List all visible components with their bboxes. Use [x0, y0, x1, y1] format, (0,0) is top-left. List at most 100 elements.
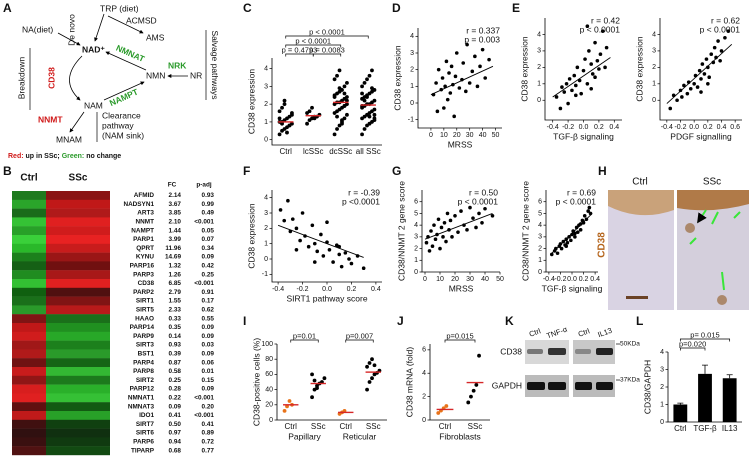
- heatmap-cell: [12, 437, 46, 447]
- point: [343, 251, 348, 255]
- enzyme: CD38: [46, 67, 56, 89]
- arrow: [94, 13, 105, 42]
- point: [306, 244, 311, 249]
- point: [560, 85, 564, 89]
- heatmap-cell: [46, 226, 110, 236]
- point: [579, 91, 583, 96]
- y-tick-label: 0: [652, 97, 656, 104]
- point: [712, 45, 717, 50]
- p-adj: 0.09: [202, 386, 215, 393]
- blot-panel: Ctrl TNF-α Ctrl IL13 CD38 GAPDH 50KDa 37…: [492, 324, 640, 397]
- stat-label: r = -0.39: [348, 187, 380, 197]
- point: [469, 394, 473, 399]
- x-tick-label: 0.4: [371, 286, 381, 293]
- heatmap-cell: [46, 261, 110, 271]
- p-adj: 0.03: [202, 342, 215, 349]
- y-tick-label: 60: [265, 371, 273, 378]
- point: [321, 254, 326, 258]
- point: [465, 228, 469, 232]
- pathway-label: Clearance: [102, 110, 141, 120]
- x-tick-label: -0.2: [674, 124, 686, 131]
- pathway-label: Breakdown: [16, 56, 26, 99]
- p-adj: 0.25: [202, 271, 215, 278]
- heatmap-cell: [46, 446, 110, 456]
- gene-name: PARP1: [133, 236, 154, 243]
- gene-name: BST1: [138, 350, 155, 357]
- point: [290, 111, 294, 115]
- epidermis: [608, 190, 674, 216]
- y-tick-label: 1: [264, 241, 268, 248]
- y-tick-label: 4: [414, 222, 418, 229]
- p-adj: <0.001: [194, 280, 214, 287]
- point: [464, 89, 468, 94]
- point: [339, 264, 344, 269]
- point: [589, 86, 593, 91]
- fold-change: 6.85: [169, 280, 182, 287]
- band-label: GAPDH: [492, 380, 522, 390]
- y-axis-label: CD38 expression: [519, 36, 529, 101]
- point: [305, 121, 309, 126]
- point: [365, 387, 369, 392]
- gene-name: SIRT5: [136, 306, 155, 313]
- x-tick-label: 0.2: [347, 286, 357, 293]
- point: [332, 77, 337, 82]
- enzyme: NMNAT: [115, 43, 147, 65]
- p-value: p = 0.4793: [282, 45, 318, 54]
- point: [444, 239, 448, 244]
- point: [573, 235, 577, 239]
- legend-part: Red:: [8, 153, 24, 160]
- point: [477, 353, 481, 358]
- arrow: [105, 51, 147, 71]
- point: [332, 132, 337, 137]
- legend: Red: up in SSc; Green: no change: [8, 153, 121, 160]
- heatmap-cell: [12, 358, 46, 368]
- gene-name: TIPARP: [131, 447, 155, 454]
- bracket: [345, 339, 374, 343]
- heatmap-cell: [46, 384, 110, 394]
- heatmap-cell: [46, 411, 110, 420]
- heatmap-cell: [46, 393, 110, 403]
- error-bar: [702, 364, 708, 374]
- band: [527, 382, 545, 390]
- arrow: [103, 81, 145, 101]
- point: [372, 363, 377, 368]
- heatmap-cell: [12, 279, 46, 288]
- point: [471, 216, 475, 220]
- y-tick-label: 0: [414, 269, 418, 276]
- point: [564, 82, 569, 86]
- point: [424, 240, 429, 245]
- axis: [271, 58, 382, 146]
- bar: [673, 404, 688, 422]
- point: [682, 83, 686, 88]
- x-tick-label: IL13: [722, 424, 738, 433]
- point: [570, 88, 574, 93]
- panel-label: F: [243, 164, 250, 178]
- point: [558, 106, 563, 111]
- y-tick-label: 2: [264, 225, 268, 232]
- x-axis-label: SIRT1 pathway score: [286, 293, 367, 303]
- y-axis-label: CD38/NNMT 2 gene score: [396, 181, 406, 281]
- stat-label: r = 0.62: [711, 15, 740, 25]
- y-tick-label: 4: [264, 65, 268, 72]
- point: [474, 225, 478, 230]
- point: [604, 45, 609, 50]
- x-tick-label: 50: [496, 276, 504, 283]
- heatmap-cell: [46, 375, 110, 385]
- heatmap-cell: [12, 367, 46, 376]
- fit-line: [551, 213, 593, 254]
- marker-label: 37KDa: [620, 377, 640, 384]
- y-tick-label: 3: [537, 48, 541, 55]
- epidermis: [677, 190, 749, 211]
- heatmap-cell: [12, 191, 46, 200]
- heatmap-cell: [12, 384, 46, 394]
- legend-part: no change: [84, 153, 121, 160]
- x-tick-label: Ctrl: [340, 422, 353, 431]
- lane-label: Ctrl: [577, 326, 591, 339]
- point: [367, 380, 372, 384]
- x-tick-label: -0.4: [272, 286, 284, 293]
- point: [282, 218, 287, 223]
- fold-change: 0.68: [169, 447, 182, 454]
- point: [280, 121, 284, 126]
- point: [315, 386, 319, 390]
- heatmap-cell: [46, 305, 110, 315]
